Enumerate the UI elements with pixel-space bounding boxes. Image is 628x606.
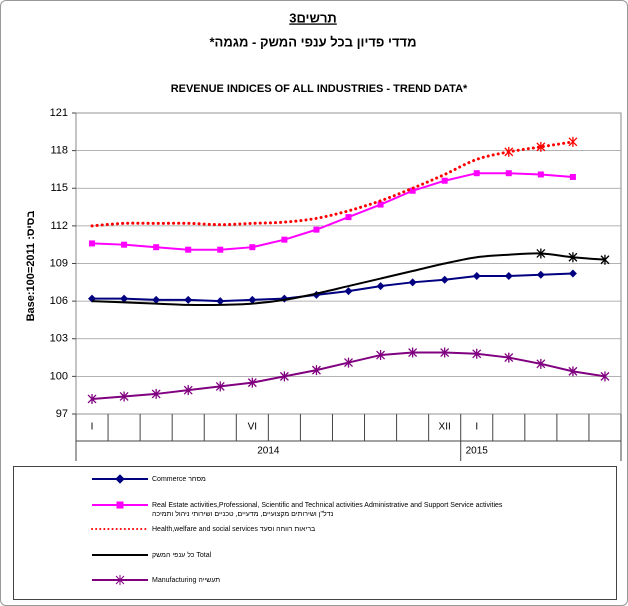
marker (568, 366, 578, 377)
y-tick-label: 106 (50, 295, 68, 307)
marker (184, 295, 193, 304)
marker (536, 270, 545, 279)
legend: Commerce מסחר Real Estate activities,Prof… (13, 466, 617, 600)
legend-label: Manufacturing תעשייה (152, 577, 221, 584)
legend-marker (116, 501, 124, 509)
x-tick-label: I (91, 422, 94, 433)
marker (344, 357, 353, 368)
marker (473, 170, 480, 177)
marker (568, 269, 577, 278)
marker (87, 393, 97, 404)
marker (537, 171, 544, 178)
y-tick-label: 118 (50, 145, 68, 157)
marker (89, 240, 96, 247)
marker (153, 244, 160, 251)
marker (440, 275, 449, 284)
marker (183, 385, 193, 396)
series-line (91, 252, 606, 307)
series-line (92, 272, 573, 303)
marker (409, 187, 416, 194)
year-label: 2015 (466, 446, 489, 457)
marker (568, 252, 578, 263)
marker (376, 282, 385, 291)
marker (376, 350, 386, 361)
marker (185, 246, 192, 253)
marker (281, 236, 288, 243)
marker (121, 241, 128, 248)
y-tick-label: 103 (50, 333, 68, 345)
marker (600, 371, 610, 382)
marker (311, 365, 321, 376)
marker (441, 177, 448, 184)
x-tick-label: I (475, 422, 478, 433)
chart-label: תרשים3 (289, 10, 337, 25)
marker (249, 244, 256, 251)
marker (120, 294, 129, 303)
x-tick-label: VI (248, 422, 257, 433)
chart: תרשים3 מדדי פדיון בכל ענפי המשק - מגמה* … (25, 10, 622, 461)
chart-title: REVENUE INDICES OF ALL INDUSTRIES - TREN… (171, 83, 468, 95)
marker (408, 278, 417, 287)
series-line (90, 140, 575, 228)
marker (313, 226, 320, 233)
marker (536, 141, 546, 152)
marker (377, 201, 384, 208)
legend-marker (115, 575, 125, 585)
series-line (91, 172, 573, 251)
marker (536, 358, 546, 369)
y-tick-label: 112 (50, 220, 68, 232)
marker (152, 295, 161, 304)
legend-swatch (92, 501, 148, 509)
marker (119, 391, 129, 402)
marker (504, 352, 514, 363)
marker (568, 136, 578, 147)
marker (472, 348, 482, 359)
y-tick-label: 109 (50, 257, 68, 269)
legend-label: Real Estate activities,Professional, Sci… (152, 502, 503, 518)
y-axis-label: Base:100=2011 :בסיס (25, 211, 37, 322)
legend-swatch (92, 474, 148, 484)
y-tick-label: 121 (50, 107, 68, 119)
marker (536, 248, 546, 259)
marker (216, 297, 225, 306)
legend-swatch (91, 528, 149, 530)
marker (505, 170, 512, 177)
y-tick-label: 97 (56, 408, 68, 420)
marker (569, 173, 576, 180)
y-tick-label: 115 (50, 182, 68, 194)
marker (248, 295, 257, 304)
legend-label: Commerce מסחר (152, 476, 206, 483)
x-tick-label: XII (439, 422, 451, 433)
legend-label: כל ענפי המשק Total (152, 552, 212, 559)
marker (504, 146, 514, 157)
year-label: 2014 (257, 446, 280, 457)
marker (504, 272, 513, 281)
marker (344, 287, 353, 296)
chart-title-hebrew: מדדי פדיון בכל ענפי המשק - מגמה* (209, 34, 416, 49)
y-tick-label: 100 (50, 370, 68, 382)
legend-swatch (92, 575, 148, 585)
legend-swatch (92, 554, 148, 556)
legend-label: Health,welfare and social services בריאו… (152, 526, 316, 533)
marker (345, 214, 352, 221)
marker (217, 246, 224, 253)
marker (279, 371, 289, 382)
marker (247, 377, 257, 388)
marker (472, 272, 481, 281)
marker (440, 347, 450, 358)
marker (151, 388, 161, 399)
marker (408, 347, 418, 358)
marker (600, 254, 610, 265)
marker (215, 381, 225, 392)
legend-marker (115, 474, 125, 484)
